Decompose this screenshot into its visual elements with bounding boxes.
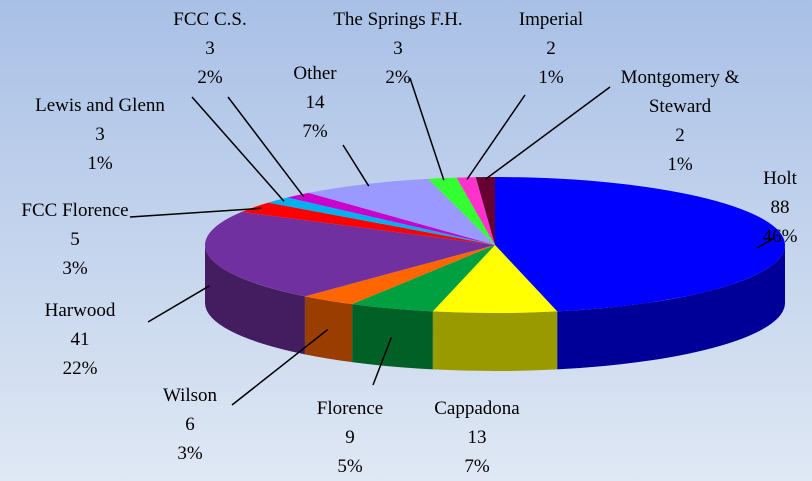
leader-line <box>409 77 445 181</box>
label-categories: FCC C.S. <box>173 9 247 30</box>
data-label: The Springs F.H. 3 2% <box>333 5 462 92</box>
pie-slice <box>352 245 495 312</box>
leader-line <box>191 96 285 202</box>
pie-slice <box>456 177 495 245</box>
data-label: FCC Florence 5 3% <box>21 196 128 283</box>
leader-line <box>342 144 370 187</box>
label-categories: FCC Florence <box>21 200 129 221</box>
label-values: 5 <box>70 229 80 250</box>
label-percent-labels: 7% <box>464 456 490 477</box>
label-percent-labels: 3% <box>177 443 203 464</box>
label-values: 13 <box>467 427 487 448</box>
data-label: FCC C.S. 3 2% <box>173 5 246 92</box>
pie-side <box>304 296 353 363</box>
pie-slice <box>304 245 495 305</box>
pie-slice <box>287 192 495 245</box>
label-categories: Montgomery & Steward <box>620 67 740 117</box>
leader-line <box>147 285 210 323</box>
label-values: 2 <box>546 38 556 59</box>
label-categories: Harwood <box>44 300 116 321</box>
label-percent-labels: 2% <box>197 67 223 88</box>
pie-side <box>352 304 433 370</box>
pie-slice <box>204 211 495 297</box>
label-categories: Imperial <box>518 9 584 30</box>
leader-line <box>485 86 611 180</box>
pie-slice <box>495 177 786 312</box>
data-label: Cappadona 13 7% <box>434 394 519 481</box>
label-percent-labels: 22% <box>62 358 98 379</box>
data-label: Lewis and Glenn 3 1% <box>35 91 165 178</box>
leader-line <box>129 207 262 218</box>
label-categories: Wilson <box>162 385 218 406</box>
label-categories: Florence <box>316 398 384 419</box>
pie-slice <box>432 245 558 314</box>
data-label: Harwood 41 22% <box>45 296 116 383</box>
data-label: Imperial 2 1% <box>519 5 583 92</box>
label-percent-labels: 3% <box>62 258 88 279</box>
data-label: Other 14 7% <box>293 59 336 146</box>
pie-side <box>557 245 785 370</box>
label-values: 88 <box>770 197 790 218</box>
pie-slice <box>268 197 495 245</box>
label-percent-labels: 5% <box>337 456 363 477</box>
label-percent-labels: 2% <box>385 67 411 88</box>
data-label: Wilson 6 3% <box>163 381 217 468</box>
data-label: Holt 88 46% <box>763 164 798 251</box>
label-values: 14 <box>305 92 325 113</box>
label-categories: Cappadona <box>434 398 520 419</box>
label-values: 9 <box>345 427 355 448</box>
data-label: Florence 9 5% <box>317 394 383 481</box>
label-values: 3 <box>205 38 215 59</box>
label-categories: Holt <box>763 168 797 189</box>
leader-line <box>466 94 526 180</box>
label-categories: The Springs F.H. <box>333 9 463 30</box>
leader-line <box>227 96 305 198</box>
pie-slice <box>428 177 495 245</box>
label-values: 41 <box>70 329 90 350</box>
leader-line <box>756 237 776 249</box>
leader-line <box>372 337 392 386</box>
label-percent-labels: 46% <box>762 226 798 247</box>
label-categories: Other <box>293 63 337 84</box>
label-percent-labels: 1% <box>87 153 113 174</box>
label-values: 6 <box>185 414 195 435</box>
label-percent-labels: 7% <box>302 121 328 142</box>
label-values: 3 <box>393 38 403 59</box>
pie-slice <box>241 202 495 245</box>
data-label: Montgomery & Steward 2 1% <box>605 63 755 179</box>
label-percent-labels: 1% <box>667 154 693 175</box>
pie-side <box>432 311 558 372</box>
label-percent-labels: 1% <box>538 67 564 88</box>
leader-line <box>231 328 329 406</box>
pie-slice <box>475 177 495 245</box>
pie-slice <box>308 178 495 245</box>
label-categories: Lewis and Glenn <box>35 95 165 116</box>
pie-side <box>205 245 305 355</box>
label-values: 2 <box>675 125 685 146</box>
label-values: 3 <box>95 124 105 145</box>
